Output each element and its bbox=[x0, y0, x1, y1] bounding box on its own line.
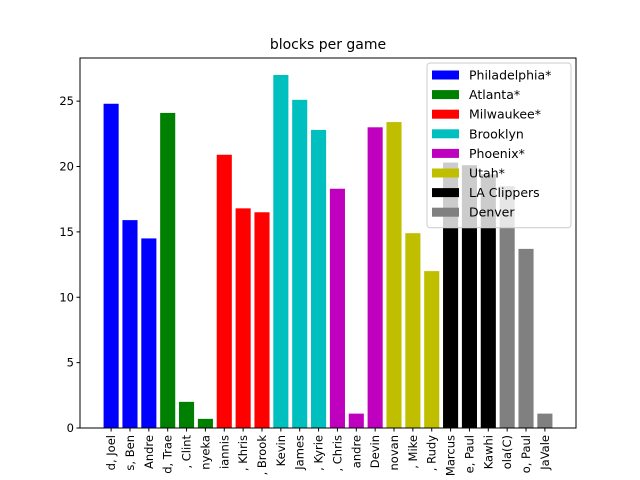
bar bbox=[368, 127, 383, 428]
bar bbox=[537, 414, 552, 428]
bar bbox=[273, 75, 288, 428]
x-tick-label: , Khris bbox=[236, 435, 250, 471]
legend-label: Phoenix* bbox=[469, 146, 525, 161]
bar bbox=[254, 212, 269, 428]
bar bbox=[217, 155, 232, 428]
chart-title: blocks per game bbox=[270, 37, 386, 53]
y-tick-label: 10 bbox=[59, 290, 74, 304]
legend-swatch bbox=[432, 169, 459, 178]
x-tick-label: o, Paul bbox=[519, 435, 533, 473]
x-tick-label: , Chris bbox=[330, 435, 344, 472]
legend: Philadelphia* Atlanta* Milwaukee* Brooklyn P… bbox=[427, 63, 571, 228]
legend-swatch bbox=[432, 71, 459, 80]
bar bbox=[292, 100, 307, 428]
x-tick-label: s, Ben bbox=[123, 435, 137, 471]
legend-label: Utah* bbox=[469, 166, 505, 181]
x-tick-label: ola(C) bbox=[500, 435, 514, 469]
bar bbox=[122, 220, 137, 428]
y-tick-label: 0 bbox=[67, 421, 74, 435]
bar bbox=[104, 104, 119, 428]
bar bbox=[386, 122, 401, 428]
x-tick-label: , Clint bbox=[180, 435, 194, 469]
bar bbox=[236, 208, 251, 428]
bar bbox=[518, 249, 533, 428]
x-tick-label: Marcus bbox=[444, 435, 458, 476]
bar bbox=[330, 189, 345, 428]
bar bbox=[179, 402, 194, 428]
x-tick-label: Devin bbox=[368, 435, 382, 468]
x-axis: d, Joel s, Ben Andre d, Trae , Clint nyeka ian… bbox=[104, 428, 552, 476]
x-tick-label: andre bbox=[349, 435, 363, 468]
legend-label: Atlanta* bbox=[469, 87, 520, 102]
x-tick-label: JaVale bbox=[538, 435, 552, 471]
legend-swatch bbox=[432, 110, 459, 119]
legend-label: Brooklyn bbox=[469, 126, 524, 141]
legend-swatch bbox=[432, 188, 459, 197]
bar bbox=[349, 414, 364, 428]
bar bbox=[141, 238, 156, 428]
bar bbox=[405, 233, 420, 428]
bar bbox=[160, 113, 175, 428]
x-tick-label: e, Paul bbox=[462, 435, 476, 473]
legend-swatch bbox=[432, 90, 459, 99]
legend-label: Philadelphia* bbox=[469, 68, 551, 83]
x-tick-label: Kevin bbox=[274, 435, 288, 466]
x-tick-label: , Rudy bbox=[425, 435, 439, 471]
legend-swatch bbox=[432, 149, 459, 158]
y-tick-label: 15 bbox=[59, 225, 74, 239]
x-tick-label: d, Joel bbox=[104, 435, 118, 470]
legend-label: Milwaukee* bbox=[469, 107, 541, 122]
x-tick-label: James bbox=[293, 435, 307, 471]
y-tick-label: 20 bbox=[59, 160, 74, 174]
x-tick-label: d, Trae bbox=[161, 435, 175, 474]
x-tick-label: novan bbox=[387, 435, 401, 470]
bar bbox=[424, 271, 439, 428]
x-tick-label: Kawhi bbox=[481, 435, 495, 469]
y-tick-label: 5 bbox=[67, 356, 74, 370]
x-tick-label: iannis bbox=[217, 435, 231, 469]
bar bbox=[198, 419, 213, 428]
legend-swatch bbox=[432, 129, 459, 138]
x-tick-label: , Brook bbox=[255, 435, 269, 476]
y-tick-label: 25 bbox=[59, 94, 74, 108]
legend-label: Denver bbox=[469, 205, 515, 220]
x-tick-label: Andre bbox=[142, 435, 156, 469]
y-axis: 0 5 10 15 20 25 bbox=[59, 94, 80, 435]
x-tick-label: , Kyrie bbox=[312, 435, 326, 471]
bar bbox=[311, 130, 326, 428]
x-tick-label: nyeka bbox=[198, 435, 212, 470]
legend-swatch bbox=[432, 208, 459, 217]
x-tick-label: , Mike bbox=[406, 435, 420, 469]
legend-label: LA Clippers bbox=[469, 185, 540, 200]
